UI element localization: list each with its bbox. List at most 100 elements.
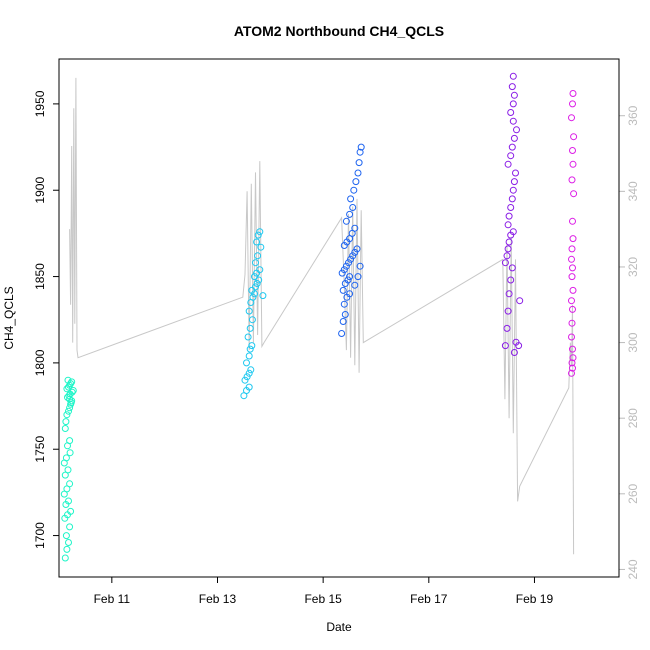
data-point [245,352,253,360]
data-point [569,217,576,225]
data-point [339,318,347,325]
data-point [341,311,349,318]
data-point [346,273,354,281]
data-point [507,152,515,160]
data-point [61,425,69,432]
data-point [570,133,578,141]
data-point [509,72,517,80]
data-point [350,186,358,194]
data-point [66,437,74,445]
data-point [248,342,256,350]
data-point [340,266,348,274]
data-point [569,345,576,353]
data-point [338,269,346,277]
data-point [254,252,262,260]
data-point [569,160,577,168]
data-point [568,369,575,377]
data-point [256,228,264,236]
data-point [354,273,362,281]
data-point [501,342,509,350]
data-point [62,532,70,540]
data-point [249,293,257,301]
data-point [356,262,364,270]
data-point [507,109,515,116]
data-point [504,245,512,253]
data-point [349,204,357,211]
data-point [354,169,362,177]
data-point [509,186,517,194]
gray-line-series [69,77,575,555]
data-point [569,354,577,362]
y-tick-label: 1950 [33,90,47,117]
data-point [65,497,72,505]
y-tick-label: 1700 [33,522,47,549]
data-point [67,507,75,515]
data-point [342,262,350,270]
data-point [509,117,517,125]
data-point [243,373,251,381]
data-point [509,100,517,108]
data-point [507,276,515,284]
scatter-series-5 [568,90,578,377]
data-point [69,387,77,394]
data-point [346,290,354,298]
y2-tick-label: 280 [626,408,640,428]
data-point [339,286,347,294]
y-tick-label: 1900 [33,177,47,204]
scatter-series-3 [338,143,365,337]
y-tick-label: 1800 [33,349,47,376]
data-point [347,255,355,263]
data-point [516,297,524,305]
point-series-layer [60,72,578,562]
data-point [568,273,576,281]
data-point [503,252,511,260]
y-tick-label: 1850 [33,263,47,290]
data-point [507,204,515,211]
data-point [570,190,578,198]
data-point [569,305,576,313]
y2-tick-label: 340 [626,181,640,201]
data-point [245,383,253,391]
data-point [66,523,74,531]
data-point [505,238,513,246]
y-axis-label: CH4_QCLS [2,286,16,349]
data-point [508,143,516,151]
plot-frame [58,58,620,578]
y2-tick-label: 260 [626,483,640,503]
data-point [338,330,346,337]
data-point [510,178,518,186]
data-point [63,411,71,419]
data-point [568,297,575,305]
data-point [67,399,75,407]
data-point [503,324,511,332]
data-point [357,143,365,151]
data-point [247,366,255,374]
data-point [505,212,513,220]
data-point [259,292,267,300]
data-point [568,176,576,184]
data-point [349,252,357,260]
data-point [65,407,72,415]
line-series-layer [69,77,575,555]
data-point [347,195,355,203]
data-point [351,248,359,256]
data-point [256,266,264,274]
data-point [510,91,518,99]
data-point [504,221,512,229]
scatter-series-4 [501,72,524,356]
y-tick-label: 1750 [33,436,47,463]
data-point [248,286,256,294]
data-point [568,319,576,327]
data-point [65,383,72,391]
y2-tick-label: 360 [626,105,640,125]
data-point [61,554,69,562]
data-point [501,259,509,267]
data-point [68,388,76,396]
data-point [68,378,76,386]
x-tick-label: Feb 15 [304,592,342,606]
data-point [64,376,72,384]
data-point [255,276,263,284]
data-point [568,245,576,253]
